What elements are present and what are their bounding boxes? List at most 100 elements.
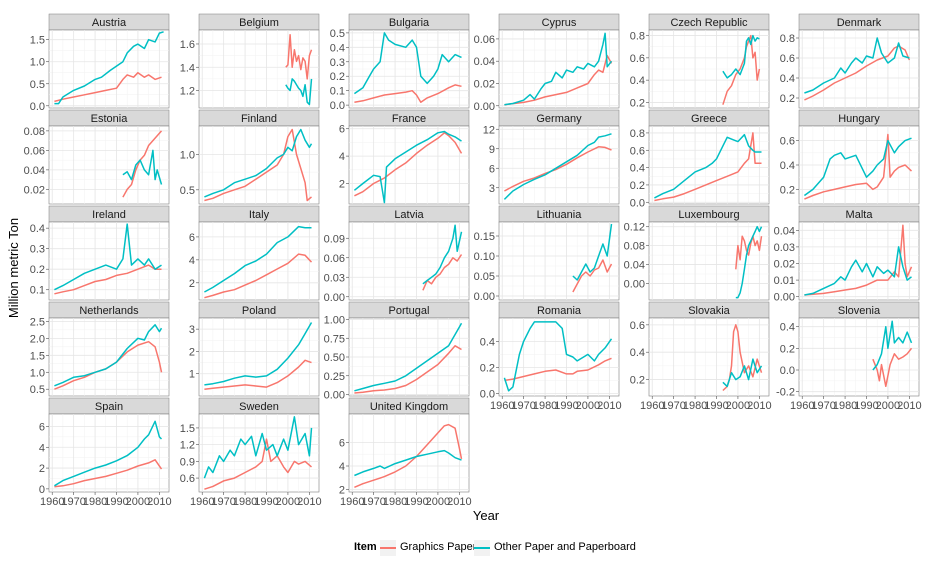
y-tick-label: 2 — [189, 346, 195, 358]
panels: Austria 0.0 0.5 1.0 1.5 Belgium 1.2 1.4 1.6 Bulga… — [24, 13, 922, 508]
y-tick-label: 4 — [339, 151, 345, 163]
y-tick-label: 4 — [39, 442, 45, 454]
y-tick-label: 0.8 — [630, 31, 645, 43]
y-tick-label: 0.04 — [474, 56, 495, 68]
panel-france: France 2 4 6 — [339, 109, 470, 205]
legend-label-graphics: Graphics Paper — [400, 541, 477, 553]
y-tick-label: 0.4 — [30, 223, 45, 235]
other-paper-line-bulgaria — [353, 32, 462, 95]
x-tick-label: 1970 — [61, 496, 85, 508]
strip-label-germany: Germany — [536, 113, 582, 125]
y-tick-label: 0.2 — [630, 375, 645, 387]
other-paper-line-slovakia — [722, 358, 763, 388]
y-tick-label: 0.1 — [330, 86, 345, 98]
x-tick-label: 2010 — [897, 400, 921, 412]
other-paper-line-cyprus — [504, 32, 613, 106]
graphics-paper-line-latvia — [422, 254, 463, 291]
y-tick-label: 9 — [489, 144, 495, 156]
y-tick-label: 1.4 — [180, 62, 195, 74]
graphics-paper-line-bulgaria — [354, 84, 462, 103]
graphics-paper-line-lithuania — [572, 259, 613, 293]
y-tick-label: 0.02 — [774, 258, 795, 270]
panel-slovenia: Slovenia -0.2 0.0 0.2 0.4 1960197019801990200… — [776, 301, 922, 412]
panel-sweden: Sweden 0.6 0.9 1.2 1.5 1960197019801990200020… — [180, 397, 322, 508]
other-paper-line-sweden — [203, 416, 313, 479]
y-tick-label: 0.8 — [630, 128, 645, 140]
strip-label-cyprus: Cyprus — [542, 17, 577, 29]
y-tick-label: 0.15 — [474, 231, 495, 243]
plot-area-spain — [48, 413, 170, 493]
x-tick-label: 1990 — [254, 496, 278, 508]
plot-area-poland — [198, 317, 320, 397]
y-tick-label: 0.5 — [30, 79, 45, 91]
y-tick-label: 0.03 — [324, 272, 345, 284]
strip-label-estonia: Estonia — [91, 113, 129, 125]
y-tick-label: 0.00 — [324, 292, 345, 304]
y-tick-label: 0.4 — [780, 322, 795, 334]
x-tick-label: 1960 — [340, 496, 364, 508]
plot-area-cyprus — [498, 29, 620, 109]
y-tick-label: 6 — [339, 124, 345, 136]
panel-netherlands: Netherlands 0.5 1.0 1.5 2.0 2.5 — [30, 301, 170, 397]
panel-bulgaria: Bulgaria 0.0 0.1 0.2 0.3 0.4 0.5 — [330, 13, 470, 112]
y-tick-label: 6 — [489, 163, 495, 175]
x-tick-label: 1980 — [83, 496, 107, 508]
panel-luxembourg: Luxembourg 0.00 0.04 0.08 0.12 — [624, 205, 770, 301]
y-tick-label: 0.00 — [774, 292, 795, 304]
other-paper-line-germany — [503, 133, 612, 200]
legend-title: Item — [354, 541, 377, 553]
y-tick-label: 0.4 — [780, 73, 795, 85]
other-paper-line-france — [353, 130, 462, 204]
strip-label-ireland: Ireland — [92, 209, 126, 221]
y-tick-label: 0.0 — [30, 101, 45, 113]
strip-label-denmark: Denmark — [837, 17, 882, 29]
x-tick-label: 2000 — [726, 400, 750, 412]
y-tick-label: 2 — [39, 463, 45, 475]
y-tick-label: 0.02 — [474, 78, 495, 90]
graphics-paper-line-portugal — [354, 345, 462, 394]
x-tick-label: 2010 — [447, 496, 471, 508]
y-tick-label: 1.5 — [30, 35, 45, 47]
strip-label-greece: Greece — [691, 113, 727, 125]
strip-label-belgium: Belgium — [239, 17, 279, 29]
y-tick-label: 0.01 — [774, 275, 795, 287]
y-tick-label: 0.50 — [324, 352, 345, 364]
y-tick-label: 0.9 — [180, 456, 195, 468]
plot-area-estonia — [48, 125, 170, 205]
strip-label-malta: Malta — [846, 209, 874, 221]
panel-poland: Poland 1 2 3 — [189, 301, 320, 397]
graphics-paper-line-united-kingdom — [354, 423, 463, 488]
graphics-paper-line-italy — [204, 253, 313, 299]
y-tick-label: 1.0 — [30, 57, 45, 69]
y-tick-label: 0.2 — [780, 93, 795, 105]
graphics-paper-line-ireland — [54, 264, 162, 295]
y-tick-label: 0.04 — [624, 260, 645, 272]
y-tick-label: 6 — [39, 421, 45, 433]
y-tick-label: 0.2 — [480, 362, 495, 374]
x-tick-label: 1990 — [854, 400, 878, 412]
y-tick-label: 0.06 — [324, 253, 345, 265]
strip-label-romania: Romania — [537, 305, 582, 317]
x-tick-label: 1990 — [704, 400, 728, 412]
x-tick-label: 1970 — [211, 496, 235, 508]
graphics-paper-line-germany — [504, 146, 612, 192]
y-tick-label: 0.4 — [780, 160, 795, 172]
strip-label-italy: Italy — [249, 209, 270, 221]
y-tick-label: 0.2 — [780, 343, 795, 355]
other-paper-line-lithuania — [572, 223, 613, 281]
strip-label-spain: Spain — [95, 401, 123, 413]
y-tick-label: 1.00 — [324, 315, 345, 327]
other-paper-line-hungary — [803, 137, 912, 197]
y-tick-label: 0.00 — [324, 390, 345, 402]
panel-ireland: Ireland 0.1 0.2 0.3 0.4 — [30, 205, 170, 301]
legend-label-other: Other Paper and Paperboard — [494, 541, 636, 553]
other-paper-line-malta — [804, 246, 912, 296]
x-tick-label: 1980 — [383, 496, 407, 508]
y-tick-label: 0.4 — [330, 42, 345, 54]
y-tick-label: 0.08 — [24, 126, 45, 138]
y-tick-label: 0.6 — [630, 320, 645, 332]
y-tick-label: 1.2 — [180, 440, 195, 452]
graphics-paper-line-malta — [804, 224, 913, 296]
plot-area-italy — [198, 221, 320, 301]
